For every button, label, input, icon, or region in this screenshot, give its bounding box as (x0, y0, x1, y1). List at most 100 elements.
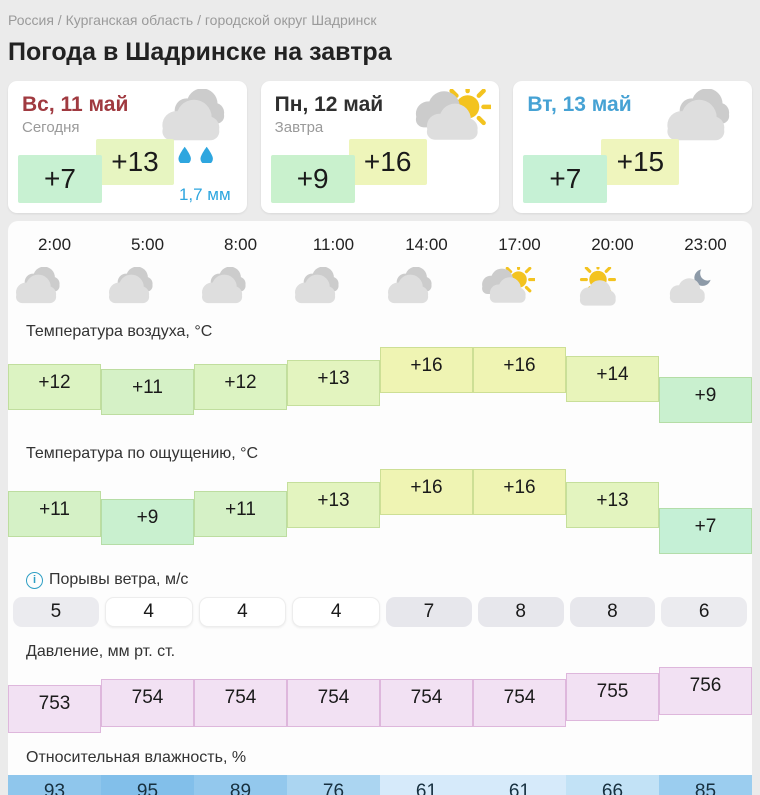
feels_temp-cell: +16 (473, 469, 566, 515)
moon-cloud-icon (669, 266, 715, 304)
sun-over-cloud-icon (579, 261, 616, 306)
pressure-cell: 755 (566, 673, 659, 721)
pressure-cell: 754 (473, 679, 566, 727)
humidity-cell: 95 (101, 775, 194, 795)
day-card-weather-icon (656, 88, 744, 153)
air_temp-cell: +12 (8, 364, 101, 411)
day-card-2[interactable]: Вт, 13 май +15 +7 (513, 81, 753, 213)
clouds-icon (109, 266, 153, 304)
day-card-weather-icon (151, 88, 239, 165)
day-card-temp-max: +13 (96, 139, 174, 185)
hour-cell-2: 8:00 (194, 231, 287, 313)
hour-cell-3: 11:00 (287, 231, 380, 313)
humidity-cell: 66 (566, 775, 659, 795)
hour-cell-6: 20:00 (566, 231, 659, 313)
wind-cell: 5 (13, 597, 99, 627)
pressure-cell: 754 (287, 679, 380, 727)
sun-cloud-icon (416, 81, 493, 140)
humidity-cell: 61 (380, 775, 473, 795)
clouds-icon (388, 266, 432, 304)
section-label: Температура воздуха, °C (8, 313, 752, 347)
section-label-text: Давление, мм рт. ст. (26, 643, 176, 660)
day-card-temp-min: +7 (18, 155, 102, 203)
info-icon[interactable]: i (26, 571, 43, 589)
day-card-1[interactable]: Пн, 12 май Завтра +16 +9 (260, 81, 500, 213)
wind-cell: 7 (386, 597, 472, 627)
hour-cell-7: 23:00 (659, 231, 752, 313)
pressure-cell: 754 (194, 679, 287, 727)
hour-weather-icon (380, 266, 442, 313)
hours-row: 2:00 5:00 8:00 11:00 14:00 17:00 20:00 2… (8, 231, 752, 313)
wind-cell: 4 (198, 597, 287, 627)
day-card-date: Вс, 11 май (22, 93, 129, 116)
section-label-text: Температура по ощущению, °C (26, 445, 259, 462)
day-card-subtitle: Завтра (274, 119, 324, 136)
page-title: Погода в Шадринске на завтра (8, 38, 392, 66)
day-card-temp-min: +9 (270, 155, 355, 203)
air_temp-cell: +11 (101, 368, 194, 415)
pressure-cell: 756 (659, 667, 752, 715)
feels_temp-cell: +11 (194, 490, 287, 537)
humidity-cell: 85 (659, 775, 752, 795)
feels_temp-cell: +7 (659, 507, 752, 554)
clouds-icon (295, 266, 339, 304)
hour-time: 20:00 (591, 235, 634, 254)
hour-weather-icon (101, 266, 163, 313)
pressure-cell: 754 (380, 679, 473, 727)
section-label-text: Температура воздуха, °C (26, 323, 213, 340)
feels_temp-cell: +11 (8, 490, 101, 537)
section-wind: i Порывы ветра, м/с 5 4 4 4 7 8 8 6 (8, 561, 752, 633)
wind-cell: 4 (292, 597, 380, 627)
wind-cell: 8 (569, 597, 656, 627)
day-cards: Вс, 11 май Сегодня +13 +7 1,7 мм Пн, 12 … (0, 81, 760, 213)
day-card-precipitation: 1,7 мм (178, 185, 231, 204)
humidity-cell: 61 (473, 775, 566, 795)
section-feels_temp: Температура по ощущению, °C +11 +9 +11 +13 +1… (8, 435, 752, 561)
day-card-weather-icon (403, 81, 493, 153)
hour-weather-icon (659, 266, 721, 313)
day-card-subtitle: Сегодня (22, 119, 80, 136)
breadcrumb[interactable]: Россия / Курганская область / городской … (8, 12, 377, 28)
hour-time: 8:00 (223, 235, 258, 254)
section-label: Давление, мм рт. ст. (8, 633, 752, 667)
air_temp-cell: +16 (473, 347, 566, 393)
wind-cell: 8 (477, 597, 564, 627)
section-label-text: Относительная влажность, % (26, 749, 247, 766)
hour-cell-5: 17:00 (473, 231, 566, 313)
humidity-cell: 89 (194, 775, 287, 795)
hourly-panel: 2:00 5:00 8:00 11:00 14:00 17:00 20:00 2… (8, 221, 752, 795)
feels_temp-cell: +13 (287, 481, 380, 528)
day-card-temp-max: +15 (601, 139, 680, 185)
wind-cell: 6 (661, 597, 747, 627)
hour-cell-0: 2:00 (8, 231, 101, 313)
hour-time: 17:00 (498, 235, 541, 254)
hour-time: 2:00 (37, 235, 72, 254)
air_temp-cell: +16 (380, 347, 473, 393)
hour-weather-icon (194, 266, 256, 313)
pressure-cell: 754 (101, 679, 194, 727)
section-air_temp: Температура воздуха, °C +12 +11 +12 +13 +16 +1… (8, 313, 752, 435)
day-card-temp-min: +7 (523, 155, 608, 203)
hour-weather-icon (473, 262, 537, 313)
air_temp-cell: +12 (194, 364, 287, 411)
clouds-icon (16, 266, 60, 304)
sun-cloud-icon (482, 262, 537, 303)
wind-cell: 4 (104, 597, 193, 627)
hour-cell-4: 14:00 (380, 231, 473, 313)
day-card-temp-max: +16 (348, 139, 427, 185)
day-card-0[interactable]: Вс, 11 май Сегодня +13 +7 1,7 мм (8, 81, 247, 213)
hour-time: 14:00 (405, 235, 448, 254)
section-label: i Порывы ветра, м/с (8, 561, 752, 595)
day-card-date: Вт, 13 май (527, 93, 632, 116)
feels_temp-cell: +9 (101, 499, 194, 546)
hour-weather-icon (566, 261, 628, 313)
section-humidity: Относительная влажность, % 93 95 89 76 61 61 66… (8, 739, 752, 795)
section-label: Относительная влажность, % (8, 739, 752, 773)
section-pressure: Давление, мм рт. ст. 753 754 754 754 754 754 75… (8, 633, 752, 739)
hourly-rows: Температура воздуха, °C +12 +11 +12 +13 +16 +1… (8, 313, 752, 795)
hour-time: 5:00 (130, 235, 165, 254)
air_temp-cell: +13 (287, 359, 380, 406)
feels_temp-cell: +13 (566, 481, 659, 528)
section-label: Температура по ощущению, °C (8, 435, 752, 469)
